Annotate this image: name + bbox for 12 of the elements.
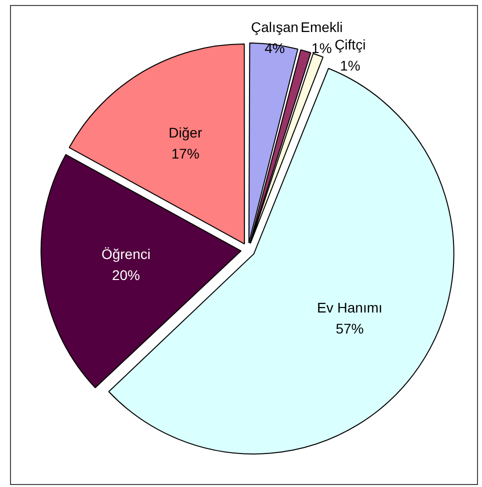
data-label: 20% xyxy=(112,266,140,283)
slice-label: Emekli xyxy=(300,18,343,35)
data-label: 1% xyxy=(312,40,332,56)
data-label: 17% xyxy=(171,145,200,162)
data-label: 4% xyxy=(264,40,285,56)
slice-label: Diğer xyxy=(168,124,202,140)
slice-label: Çalışan xyxy=(250,19,298,36)
slice-label: Öğrenci xyxy=(101,246,150,262)
data-label: 1% xyxy=(340,58,360,74)
data-label: 57% xyxy=(336,320,364,336)
slice-label: Çiftçi xyxy=(334,36,366,53)
slice-label: Ev Hanımı xyxy=(317,299,382,316)
